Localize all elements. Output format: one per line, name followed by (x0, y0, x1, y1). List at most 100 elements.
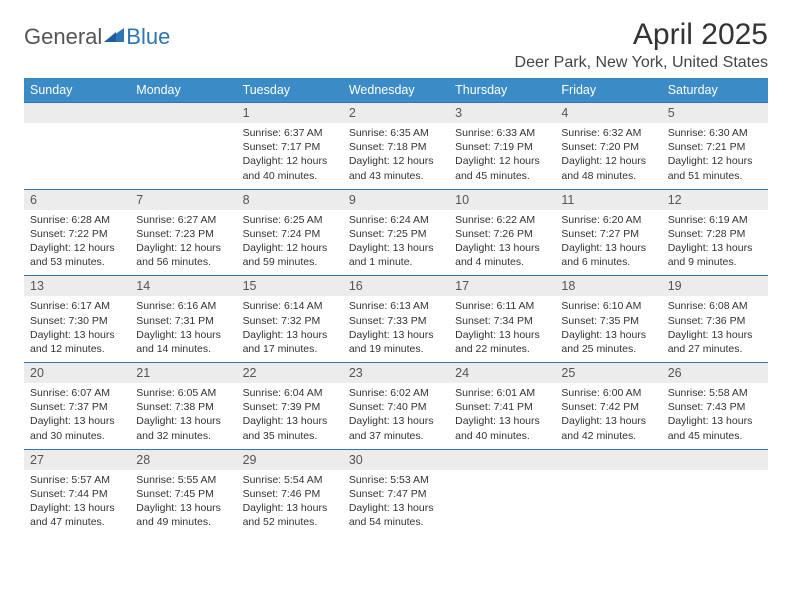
day-content-cell: Sunrise: 6:02 AMSunset: 7:40 PMDaylight:… (343, 383, 449, 449)
sunset-line: Sunset: 7:25 PM (349, 228, 427, 240)
weekday-header: Tuesday (237, 78, 343, 103)
day-content-cell: Sunrise: 6:13 AMSunset: 7:33 PMDaylight:… (343, 296, 449, 362)
day-content-cell: Sunrise: 5:58 AMSunset: 7:43 PMDaylight:… (662, 383, 768, 449)
daylight-line: Daylight: 13 hours and 22 minutes. (455, 329, 540, 355)
logo-text-general: General (24, 24, 102, 50)
day-content-cell (449, 470, 555, 536)
sunset-line: Sunset: 7:36 PM (668, 315, 746, 327)
sunset-line: Sunset: 7:37 PM (30, 401, 108, 413)
sunset-line: Sunset: 7:19 PM (455, 141, 533, 153)
daylight-line: Daylight: 13 hours and 32 minutes. (136, 415, 221, 441)
day-number-cell (555, 449, 661, 470)
header: General Blue April 2025 Deer Park, New Y… (24, 18, 768, 72)
sunrise-line: Sunrise: 6:30 AM (668, 127, 748, 139)
day-number-cell (24, 103, 130, 124)
sunrise-line: Sunrise: 6:22 AM (455, 214, 535, 226)
sunrise-line: Sunrise: 6:07 AM (30, 387, 110, 399)
title-block: April 2025 Deer Park, New York, United S… (515, 18, 768, 72)
sunset-line: Sunset: 7:39 PM (243, 401, 321, 413)
sunset-line: Sunset: 7:43 PM (668, 401, 746, 413)
daylight-line: Daylight: 13 hours and 40 minutes. (455, 415, 540, 441)
sunrise-line: Sunrise: 6:24 AM (349, 214, 429, 226)
sunrise-line: Sunrise: 6:19 AM (668, 214, 748, 226)
daylight-line: Daylight: 13 hours and 54 minutes. (349, 502, 434, 528)
sunrise-line: Sunrise: 6:32 AM (561, 127, 641, 139)
sunrise-line: Sunrise: 6:00 AM (561, 387, 641, 399)
sunset-line: Sunset: 7:32 PM (243, 315, 321, 327)
day-number-cell: 8 (237, 189, 343, 210)
daylight-line: Daylight: 13 hours and 37 minutes. (349, 415, 434, 441)
logo: General Blue (24, 18, 170, 50)
sunset-line: Sunset: 7:34 PM (455, 315, 533, 327)
day-number-row: 27282930 (24, 449, 768, 470)
day-content-cell: Sunrise: 6:16 AM Sunset: 7:31 PM Daylight:… (130, 296, 236, 362)
sunset-line: Sunset: 7:47 PM (349, 488, 427, 500)
day-content-row: Sunrise: 6:37 AMSunset: 7:17 PMDaylight:… (24, 123, 768, 189)
day-content-cell: Sunrise: 6:24 AMSunset: 7:25 PMDaylight:… (343, 210, 449, 276)
day-number-cell: 9 (343, 189, 449, 210)
day-number-cell: 1 (237, 103, 343, 124)
day-content-cell: Sunrise: 6:17 AMSunset: 7:30 PMDaylight:… (24, 296, 130, 362)
day-number-cell (130, 103, 236, 124)
day-content-cell (662, 470, 768, 536)
location-label: Deer Park, New York, United States (515, 54, 768, 72)
sunset-line: Sunset: 7:26 PM (455, 228, 533, 240)
day-number-cell: 30 (343, 449, 449, 470)
sunrise-line: Sunrise: 5:57 AM (30, 474, 110, 486)
sunrise-line: Sunrise: 6:11 AM (455, 300, 534, 312)
daylight-line: Daylight: 13 hours and 47 minutes. (30, 502, 115, 528)
day-content-cell: Sunrise: 6:14 AMSunset: 7:32 PMDaylight:… (237, 296, 343, 362)
sunset-line: Sunset: 7:40 PM (349, 401, 427, 413)
day-number-cell: 21 (130, 363, 236, 384)
day-number-cell: 17 (449, 276, 555, 297)
day-number-cell: 29 (237, 449, 343, 470)
weekday-header: Friday (555, 78, 661, 103)
sunrise-line: Sunrise: 6:37 AM (243, 127, 323, 139)
daylight-line: Daylight: 13 hours and 42 minutes. (561, 415, 646, 441)
day-number-cell: 11 (555, 189, 661, 210)
day-content-cell: Sunrise: 6:37 AMSunset: 7:17 PMDaylight:… (237, 123, 343, 189)
day-number-row: 6789101112 (24, 189, 768, 210)
sunset-line: Sunset: 7:27 PM (561, 228, 639, 240)
day-content-cell: Sunrise: 6:11 AM Sunset: 7:34 PM Daylight:… (449, 296, 555, 362)
day-number-cell: 15 (237, 276, 343, 297)
day-number-cell: 13 (24, 276, 130, 297)
daylight-line: Daylight: 13 hours and 4 minutes. (455, 242, 540, 268)
daylight-line: Daylight: 12 hours and 56 minutes. (136, 242, 221, 268)
weekday-header: Wednesday (343, 78, 449, 103)
sunset-line: Sunset: 7:24 PM (243, 228, 321, 240)
day-number-cell: 12 (662, 189, 768, 210)
sunset-line: Sunset: 7:33 PM (349, 315, 427, 327)
day-content-cell: Sunrise: 5:54 AMSunset: 7:46 PMDaylight:… (237, 470, 343, 536)
sunrise-line: Sunrise: 6:05 AM (136, 387, 216, 399)
sunrise-line: Sunrise: 6:01 AM (455, 387, 535, 399)
day-number-cell: 20 (24, 363, 130, 384)
sunset-line: Sunset: 7:31 PM (136, 315, 214, 327)
sunrise-line: Sunrise: 6:28 AM (30, 214, 110, 226)
sunrise-line: Sunrise: 6:27 AM (136, 214, 216, 226)
daylight-line: Daylight: 12 hours and 48 minutes. (561, 155, 646, 181)
day-content-cell: Sunrise: 5:53 AMSunset: 7:47 PMDaylight:… (343, 470, 449, 536)
day-content-cell: Sunrise: 6:05 AMSunset: 7:38 PMDaylight:… (130, 383, 236, 449)
day-content-cell: Sunrise: 6:00 AM Sunset: 7:42 PM Daylight:… (555, 383, 661, 449)
daylight-line: Daylight: 13 hours and 6 minutes. (561, 242, 646, 268)
sunset-line: Sunset: 7:41 PM (455, 401, 533, 413)
sunset-line: Sunset: 7:35 PM (561, 315, 639, 327)
day-content-cell: Sunrise: 6:35 AMSunset: 7:18 PMDaylight:… (343, 123, 449, 189)
weekday-header: Sunday (24, 78, 130, 103)
day-number-cell: 23 (343, 363, 449, 384)
sunset-line: Sunset: 7:45 PM (136, 488, 214, 500)
sunrise-line: Sunrise: 6:16 AM (136, 300, 216, 312)
sunrise-line: Sunrise: 5:54 AM (243, 474, 323, 486)
day-number-cell: 6 (24, 189, 130, 210)
day-number-cell: 18 (555, 276, 661, 297)
day-number-cell: 27 (24, 449, 130, 470)
sunset-line: Sunset: 7:20 PM (561, 141, 639, 153)
calendar-table: SundayMondayTuesdayWednesdayThursdayFrid… (24, 78, 768, 535)
day-content-row: Sunrise: 6:17 AMSunset: 7:30 PMDaylight:… (24, 296, 768, 362)
day-content-row: Sunrise: 5:57 AMSunset: 7:44 PMDaylight:… (24, 470, 768, 536)
sunset-line: Sunset: 7:42 PM (561, 401, 639, 413)
daylight-line: Daylight: 13 hours and 14 minutes. (136, 329, 221, 355)
daylight-line: Daylight: 12 hours and 40 minutes. (243, 155, 328, 181)
day-number-cell: 7 (130, 189, 236, 210)
